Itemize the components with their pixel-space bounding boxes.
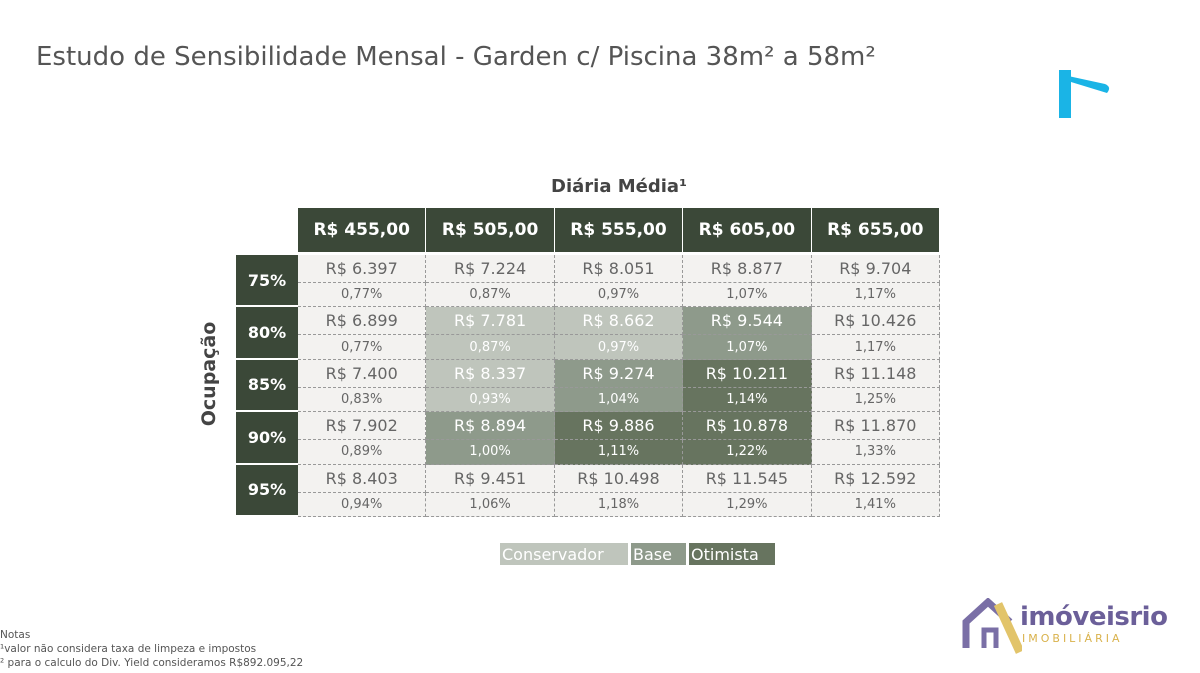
cell-yield: 1,06% bbox=[426, 492, 555, 517]
logo-mark bbox=[962, 598, 1022, 654]
column-header: R$ 605,00 bbox=[683, 208, 812, 252]
cell-yield: 1,25% bbox=[811, 387, 940, 413]
row-header: 80% bbox=[236, 307, 298, 358]
cell-value: R$ 7.781 bbox=[426, 307, 555, 336]
cell-value: R$ 9.544 bbox=[683, 307, 812, 336]
cell-value: R$ 11.545 bbox=[683, 464, 812, 493]
cell-value: R$ 10.498 bbox=[554, 464, 684, 493]
cell-value: R$ 12.592 bbox=[811, 464, 940, 493]
cell-yield: 0,97% bbox=[554, 283, 684, 308]
cell-yield: 0,77% bbox=[298, 335, 427, 360]
cell-yield: 1,17% bbox=[811, 283, 940, 308]
column-header-title: Diária Média¹ bbox=[551, 176, 687, 197]
logo-subtitle: IMOBILIÁRIA bbox=[1022, 632, 1123, 645]
cell-yield: 1,41% bbox=[811, 492, 940, 517]
column-header: R$ 505,00 bbox=[426, 208, 555, 252]
column-header: R$ 555,00 bbox=[554, 208, 684, 252]
legend-item: Base bbox=[631, 543, 686, 565]
cell-value: R$ 7.400 bbox=[298, 359, 427, 388]
cell-value: R$ 8.051 bbox=[554, 255, 684, 283]
legend-item: Otimista bbox=[689, 543, 775, 565]
column-header: R$ 455,00 bbox=[298, 208, 427, 252]
cell-yield: 1,33% bbox=[811, 440, 940, 465]
cell-yield: 1,18% bbox=[554, 492, 684, 517]
cell-value: R$ 10.211 bbox=[683, 359, 812, 388]
cell-value: R$ 11.870 bbox=[811, 412, 940, 441]
legend-item: Conservador bbox=[500, 543, 628, 565]
cell-value: R$ 9.886 bbox=[554, 412, 684, 441]
cell-yield: 1,00% bbox=[426, 440, 555, 465]
cell-yield: 0,77% bbox=[298, 283, 427, 308]
cell-value: R$ 8.337 bbox=[426, 359, 555, 388]
cell-value: R$ 8.894 bbox=[426, 412, 555, 441]
cell-yield: 1,11% bbox=[554, 440, 684, 465]
row-header: 90% bbox=[236, 412, 298, 463]
cell-value: R$ 9.274 bbox=[554, 359, 684, 388]
cell-yield: 1,07% bbox=[683, 335, 812, 360]
cell-value: R$ 9.704 bbox=[811, 255, 940, 283]
cell-yield: 0,89% bbox=[298, 440, 427, 465]
cell-value: R$ 6.397 bbox=[298, 255, 427, 283]
note-line: ¹valor não considera taxa de limpeza e i… bbox=[0, 643, 257, 655]
cell-yield: 1,22% bbox=[683, 440, 812, 465]
note-line: Notas bbox=[0, 629, 31, 641]
cell-yield: 1,14% bbox=[683, 387, 812, 413]
cell-value: R$ 11.148 bbox=[811, 359, 940, 388]
cell-yield: 1,17% bbox=[811, 335, 940, 360]
cell-value: R$ 8.403 bbox=[298, 464, 427, 493]
cell-yield: 0,97% bbox=[554, 335, 684, 360]
cell-yield: 0,93% bbox=[426, 387, 555, 413]
cell-value: R$ 6.899 bbox=[298, 307, 427, 336]
note-line: ² para o calculo do Div. Yield considera… bbox=[0, 657, 304, 669]
cell-yield: 1,04% bbox=[554, 387, 684, 413]
cell-value: R$ 10.878 bbox=[683, 412, 812, 441]
row-header: 85% bbox=[236, 359, 298, 411]
brand-icon bbox=[1059, 70, 1110, 118]
cell-yield: 1,07% bbox=[683, 283, 812, 308]
cell-value: R$ 9.451 bbox=[426, 464, 555, 493]
column-header: R$ 655,00 bbox=[811, 208, 940, 252]
row-header: 75% bbox=[236, 255, 298, 306]
cell-yield: 0,87% bbox=[426, 283, 555, 308]
cell-value: R$ 7.902 bbox=[298, 412, 427, 441]
cell-value: R$ 8.877 bbox=[683, 255, 812, 283]
cell-yield: 0,87% bbox=[426, 335, 555, 360]
cell-yield: 1,29% bbox=[683, 492, 812, 517]
slide-title: Estudo de Sensibilidade Mensal - Garden … bbox=[36, 42, 876, 72]
row-header: 95% bbox=[236, 464, 298, 515]
logo-name: imóveisrio bbox=[1020, 602, 1168, 632]
cell-value: R$ 10.426 bbox=[811, 307, 940, 336]
cell-yield: 0,94% bbox=[298, 492, 427, 517]
cell-value: R$ 8.662 bbox=[554, 307, 684, 336]
cell-yield: 0,83% bbox=[298, 387, 427, 413]
cell-value: R$ 7.224 bbox=[426, 255, 555, 283]
